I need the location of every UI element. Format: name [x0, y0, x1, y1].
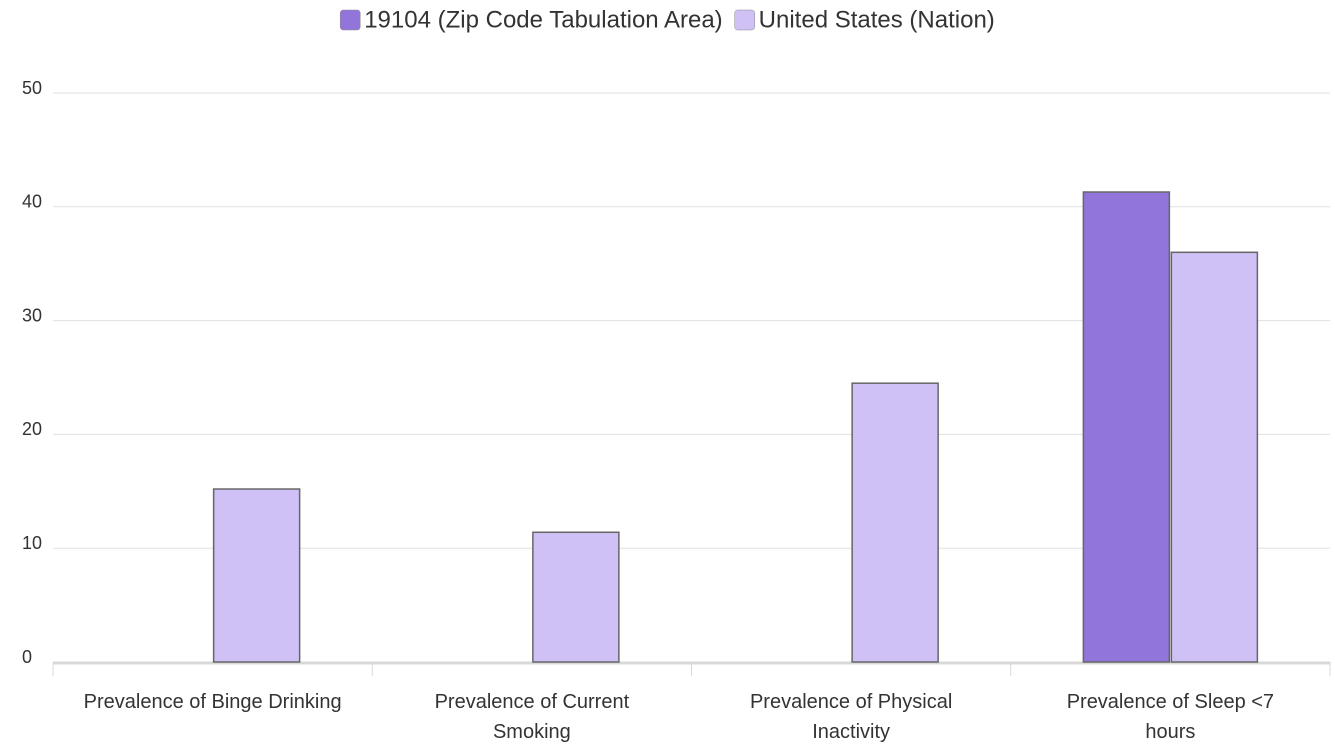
y-tick-label: 50: [22, 78, 42, 98]
y-tick-label: 10: [22, 533, 42, 553]
y-tick-label: 40: [22, 192, 42, 212]
bar: [532, 531, 620, 663]
x-tick-label: Prevalence of Physical Inactivity: [749, 691, 953, 743]
y-tick-label: 0: [22, 647, 32, 667]
legend: 19104 (Zip Code Tabulation Area) United S…: [339, 6, 995, 33]
bar: [212, 488, 301, 663]
legend-label: United States (Nation): [759, 6, 995, 33]
bar: [1170, 251, 1259, 663]
y-tick-label: 20: [22, 419, 42, 439]
x-tick-label: Prevalence of Current Smoking: [434, 691, 630, 743]
legend-label: 19104 (Zip Code Tabulation Area): [364, 6, 722, 33]
x-tick-label: Prevalence of Sleep <7 hours: [1066, 691, 1275, 743]
bar: [1082, 191, 1171, 663]
x-tick-label: Prevalence of Binge Drinking: [83, 691, 342, 713]
legend-swatch: [734, 9, 755, 31]
bar: [851, 382, 939, 663]
legend-swatch: [339, 9, 361, 31]
y-tick-label: 30: [22, 305, 42, 325]
